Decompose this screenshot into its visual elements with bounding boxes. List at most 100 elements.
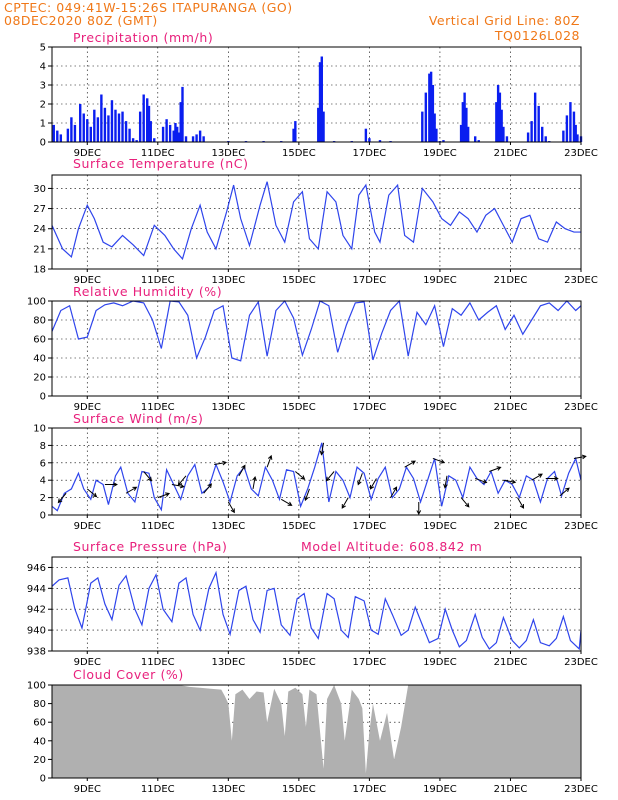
precipitation-ytick-label: 4 <box>40 62 46 73</box>
precip-bar <box>428 73 431 142</box>
header-model-id: TQ0126L028 <box>494 28 580 43</box>
precipitation-xtick-label: 13DEC <box>211 148 245 159</box>
humidity-xtick-label: 17DEC <box>353 402 387 413</box>
pressure-xtick-label: 19DEC <box>423 657 457 668</box>
precip-bar <box>86 119 89 142</box>
wind-panel: Surface Wind (m/s) 0 2 4 6 8 10 9DEC 11DEC 13DEC… <box>33 411 598 532</box>
temperature-panel: Surface Temperature (nC) 18 21 24 27 30 9DEC 1… <box>33 156 598 286</box>
wind-arrow <box>177 475 187 486</box>
precipitation-ytick-label: 2 <box>40 100 46 111</box>
precipitation-ytick-label: 0 <box>40 138 46 149</box>
wind-arrow <box>266 454 273 468</box>
temperature-xtick-label: 19DEC <box>423 275 457 286</box>
precip-bar <box>364 128 368 142</box>
wind-title: Surface Wind (m/s) <box>73 411 203 426</box>
precip-bar <box>565 115 569 142</box>
pressure-xtick-label: 15DEC <box>282 657 316 668</box>
humidity-ytick-label: 0 <box>40 392 46 403</box>
cloud-cover-xtick-label: 17DEC <box>353 784 387 795</box>
precipitation-xtick-label: 9DEC <box>74 148 101 159</box>
precipitation-ytick-label: 3 <box>40 81 46 92</box>
wind-ytick-label: 10 <box>33 424 46 435</box>
pressure-xtick-label: 11DEC <box>141 657 175 668</box>
wind-arrow <box>295 471 306 480</box>
precip-bar <box>533 92 537 142</box>
precip-bar <box>477 140 480 142</box>
precip-bar <box>179 102 182 142</box>
precip-bar <box>320 56 323 142</box>
humidity-xtick-label: 23DEC <box>564 402 598 413</box>
precip-bar <box>174 123 177 142</box>
humidity-xtick-label: 15DEC <box>282 402 316 413</box>
precip-bar <box>175 126 179 142</box>
precip-bar <box>498 92 502 142</box>
wind-xtick-label: 23DEC <box>564 521 598 532</box>
humidity-line <box>51 299 582 362</box>
wind-line <box>51 442 582 512</box>
wind-arrow <box>325 471 335 482</box>
wind-arrow <box>157 492 171 499</box>
precip-bar <box>135 140 138 142</box>
precip-bar <box>70 117 73 142</box>
humidity-ytick-label: 40 <box>33 354 46 365</box>
wind-arrow <box>203 483 213 494</box>
precip-bar <box>463 92 466 142</box>
humidity-xtick-label: 13DEC <box>211 402 245 413</box>
cloud-cover-xtick-label: 11DEC <box>141 784 175 795</box>
precip-bar <box>541 126 544 142</box>
precip-bar <box>59 134 63 142</box>
precip-bar <box>562 130 565 142</box>
precip-bar <box>146 98 149 142</box>
humidity-xtick-label: 9DEC <box>74 402 101 413</box>
precipitation-title: Precipitation (mm/h) <box>73 30 213 45</box>
precip-bar <box>147 105 151 142</box>
precip-bar <box>544 136 547 142</box>
precip-bar <box>93 109 96 142</box>
precipitation-xtick-label: 23DEC <box>564 148 598 159</box>
pressure-frame <box>51 556 582 652</box>
temperature-ytick-label: 18 <box>33 265 46 276</box>
humidity-title: Relative Humidity (%) <box>73 284 222 299</box>
header-run-date: 08DEC2020 80Z (GMT) <box>4 13 158 28</box>
wind-arrow <box>357 473 363 486</box>
cloud-cover-xtick-label: 13DEC <box>211 784 245 795</box>
temperature-xtick-label: 11DEC <box>141 275 175 286</box>
precip-bar <box>177 132 181 142</box>
cloud-cover-ytick-label: 60 <box>33 718 46 729</box>
precip-bar <box>100 94 103 142</box>
precip-bar <box>502 126 505 142</box>
precip-bar <box>56 130 59 142</box>
precipitation-panel: Precipitation (mm/h) 0 1 2 3 4 5 9DEC 11DEC 13DE… <box>40 30 598 159</box>
humidity-xtick-label: 11DEC <box>141 402 175 413</box>
cloud-cover-xtick-label: 19DEC <box>423 784 457 795</box>
precipitation-xtick-label: 17DEC <box>353 148 387 159</box>
precipitation-ytick-label: 1 <box>40 119 46 130</box>
precip-bar <box>131 138 135 142</box>
precipitation-xtick-label: 21DEC <box>494 148 528 159</box>
precip-bar <box>424 92 428 142</box>
wind-arrow <box>545 476 559 481</box>
pressure-ytick-label: 942 <box>27 605 46 616</box>
humidity-xtick-label: 21DEC <box>494 402 528 413</box>
wind-arrow <box>531 473 543 481</box>
wind-xtick-label: 17DEC <box>353 521 387 532</box>
precip-bar <box>576 134 579 142</box>
pressure-ytick-label: 938 <box>27 647 46 658</box>
wind-arrow <box>57 492 67 504</box>
wind-arrow <box>238 464 246 477</box>
precip-bar <box>165 119 168 142</box>
precipitation-xtick-label: 19DEC <box>423 148 457 159</box>
wind-arrow <box>475 477 488 484</box>
wind-ytick-label: 0 <box>40 511 46 522</box>
pressure-xtick-label: 21DEC <box>494 657 528 668</box>
humidity-ytick-label: 100 <box>27 297 46 308</box>
wind-arrow <box>227 501 235 514</box>
precip-bar <box>191 136 195 142</box>
cloud-cover-xtick-label: 23DEC <box>564 784 598 795</box>
cloud-cover-ytick-label: 100 <box>27 681 46 692</box>
precip-bar <box>52 124 55 142</box>
precip-bar <box>574 124 577 142</box>
temperature-xtick-label: 23DEC <box>564 275 598 286</box>
precip-bar <box>572 111 576 142</box>
